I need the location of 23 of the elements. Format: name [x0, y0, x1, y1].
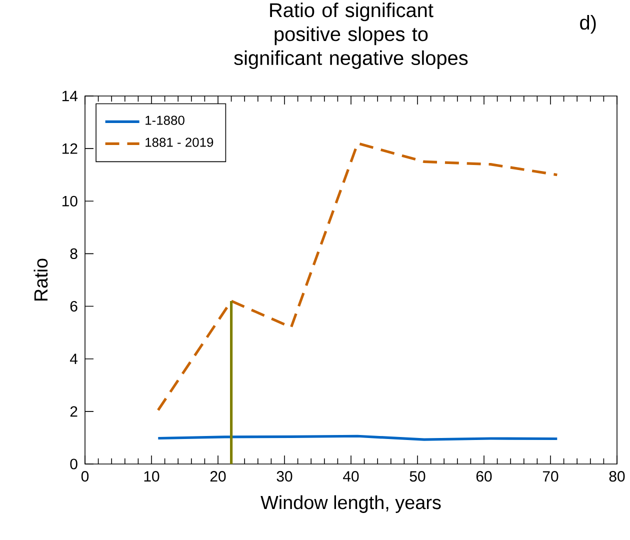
legend-label: 1881 - 2019	[146, 138, 214, 147]
legend-label: 1-1880	[146, 116, 184, 125]
y-tick-label: 10	[62, 196, 78, 206]
x-tick-label: 70	[542, 471, 558, 482]
x-tick-label: 50	[410, 471, 426, 482]
y-tick-label: 4	[70, 354, 78, 364]
y-tick-label: 12	[62, 143, 78, 154]
y-tick-label: 2	[70, 406, 78, 417]
x-tick-label: 30	[276, 471, 292, 482]
x-tick-label: 10	[144, 471, 160, 482]
y-tick-label: 0	[70, 458, 78, 470]
x-tick-label: 60	[476, 471, 492, 482]
y-tick-label: 14	[62, 90, 78, 102]
y-tick-label: 6	[70, 300, 78, 312]
x-axis-title: Window length, years	[260, 495, 441, 513]
text: d)	[580, 15, 596, 34]
x-tick-label: 40	[343, 471, 359, 482]
y-tick-label: 8	[70, 248, 78, 260]
chart-title: Ratio of significant positive slopes to significant negative slopes	[234, 2, 468, 69]
x-tick-label: 20	[210, 471, 226, 482]
x-tick-label: 0	[81, 471, 89, 482]
x-tick-label: 80	[609, 471, 625, 482]
y-axis-title: Ratio	[34, 258, 48, 301]
